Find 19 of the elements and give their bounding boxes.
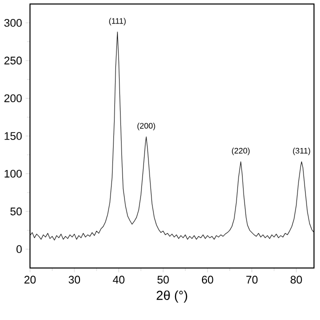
x-tick-label: 80 <box>290 276 302 284</box>
y-tick-label: 300 <box>4 18 22 27</box>
y-tick-label: 50 <box>10 208 22 216</box>
y-tick-label: 250 <box>4 56 22 64</box>
annotation: (200) <box>137 122 156 130</box>
annotation: (111) <box>109 18 126 26</box>
annotation: (220) <box>232 148 250 156</box>
y-tick-label: 0 <box>16 245 22 254</box>
x-axis-title: 2θ (°) <box>156 290 188 303</box>
x-tick-label: 20 <box>24 276 36 284</box>
x-tick-label: 70 <box>246 276 258 284</box>
x-tick-label: 30 <box>68 276 80 284</box>
x-tick-label: 60 <box>202 276 214 284</box>
y-tick-label: 200 <box>4 94 22 102</box>
x-tick-label: 50 <box>157 276 169 284</box>
x-tick-label: 40 <box>112 276 124 284</box>
y-tick-label: 150 <box>4 132 22 140</box>
y-tick-label: 100 <box>4 170 22 178</box>
annotation: (311) <box>293 148 310 156</box>
